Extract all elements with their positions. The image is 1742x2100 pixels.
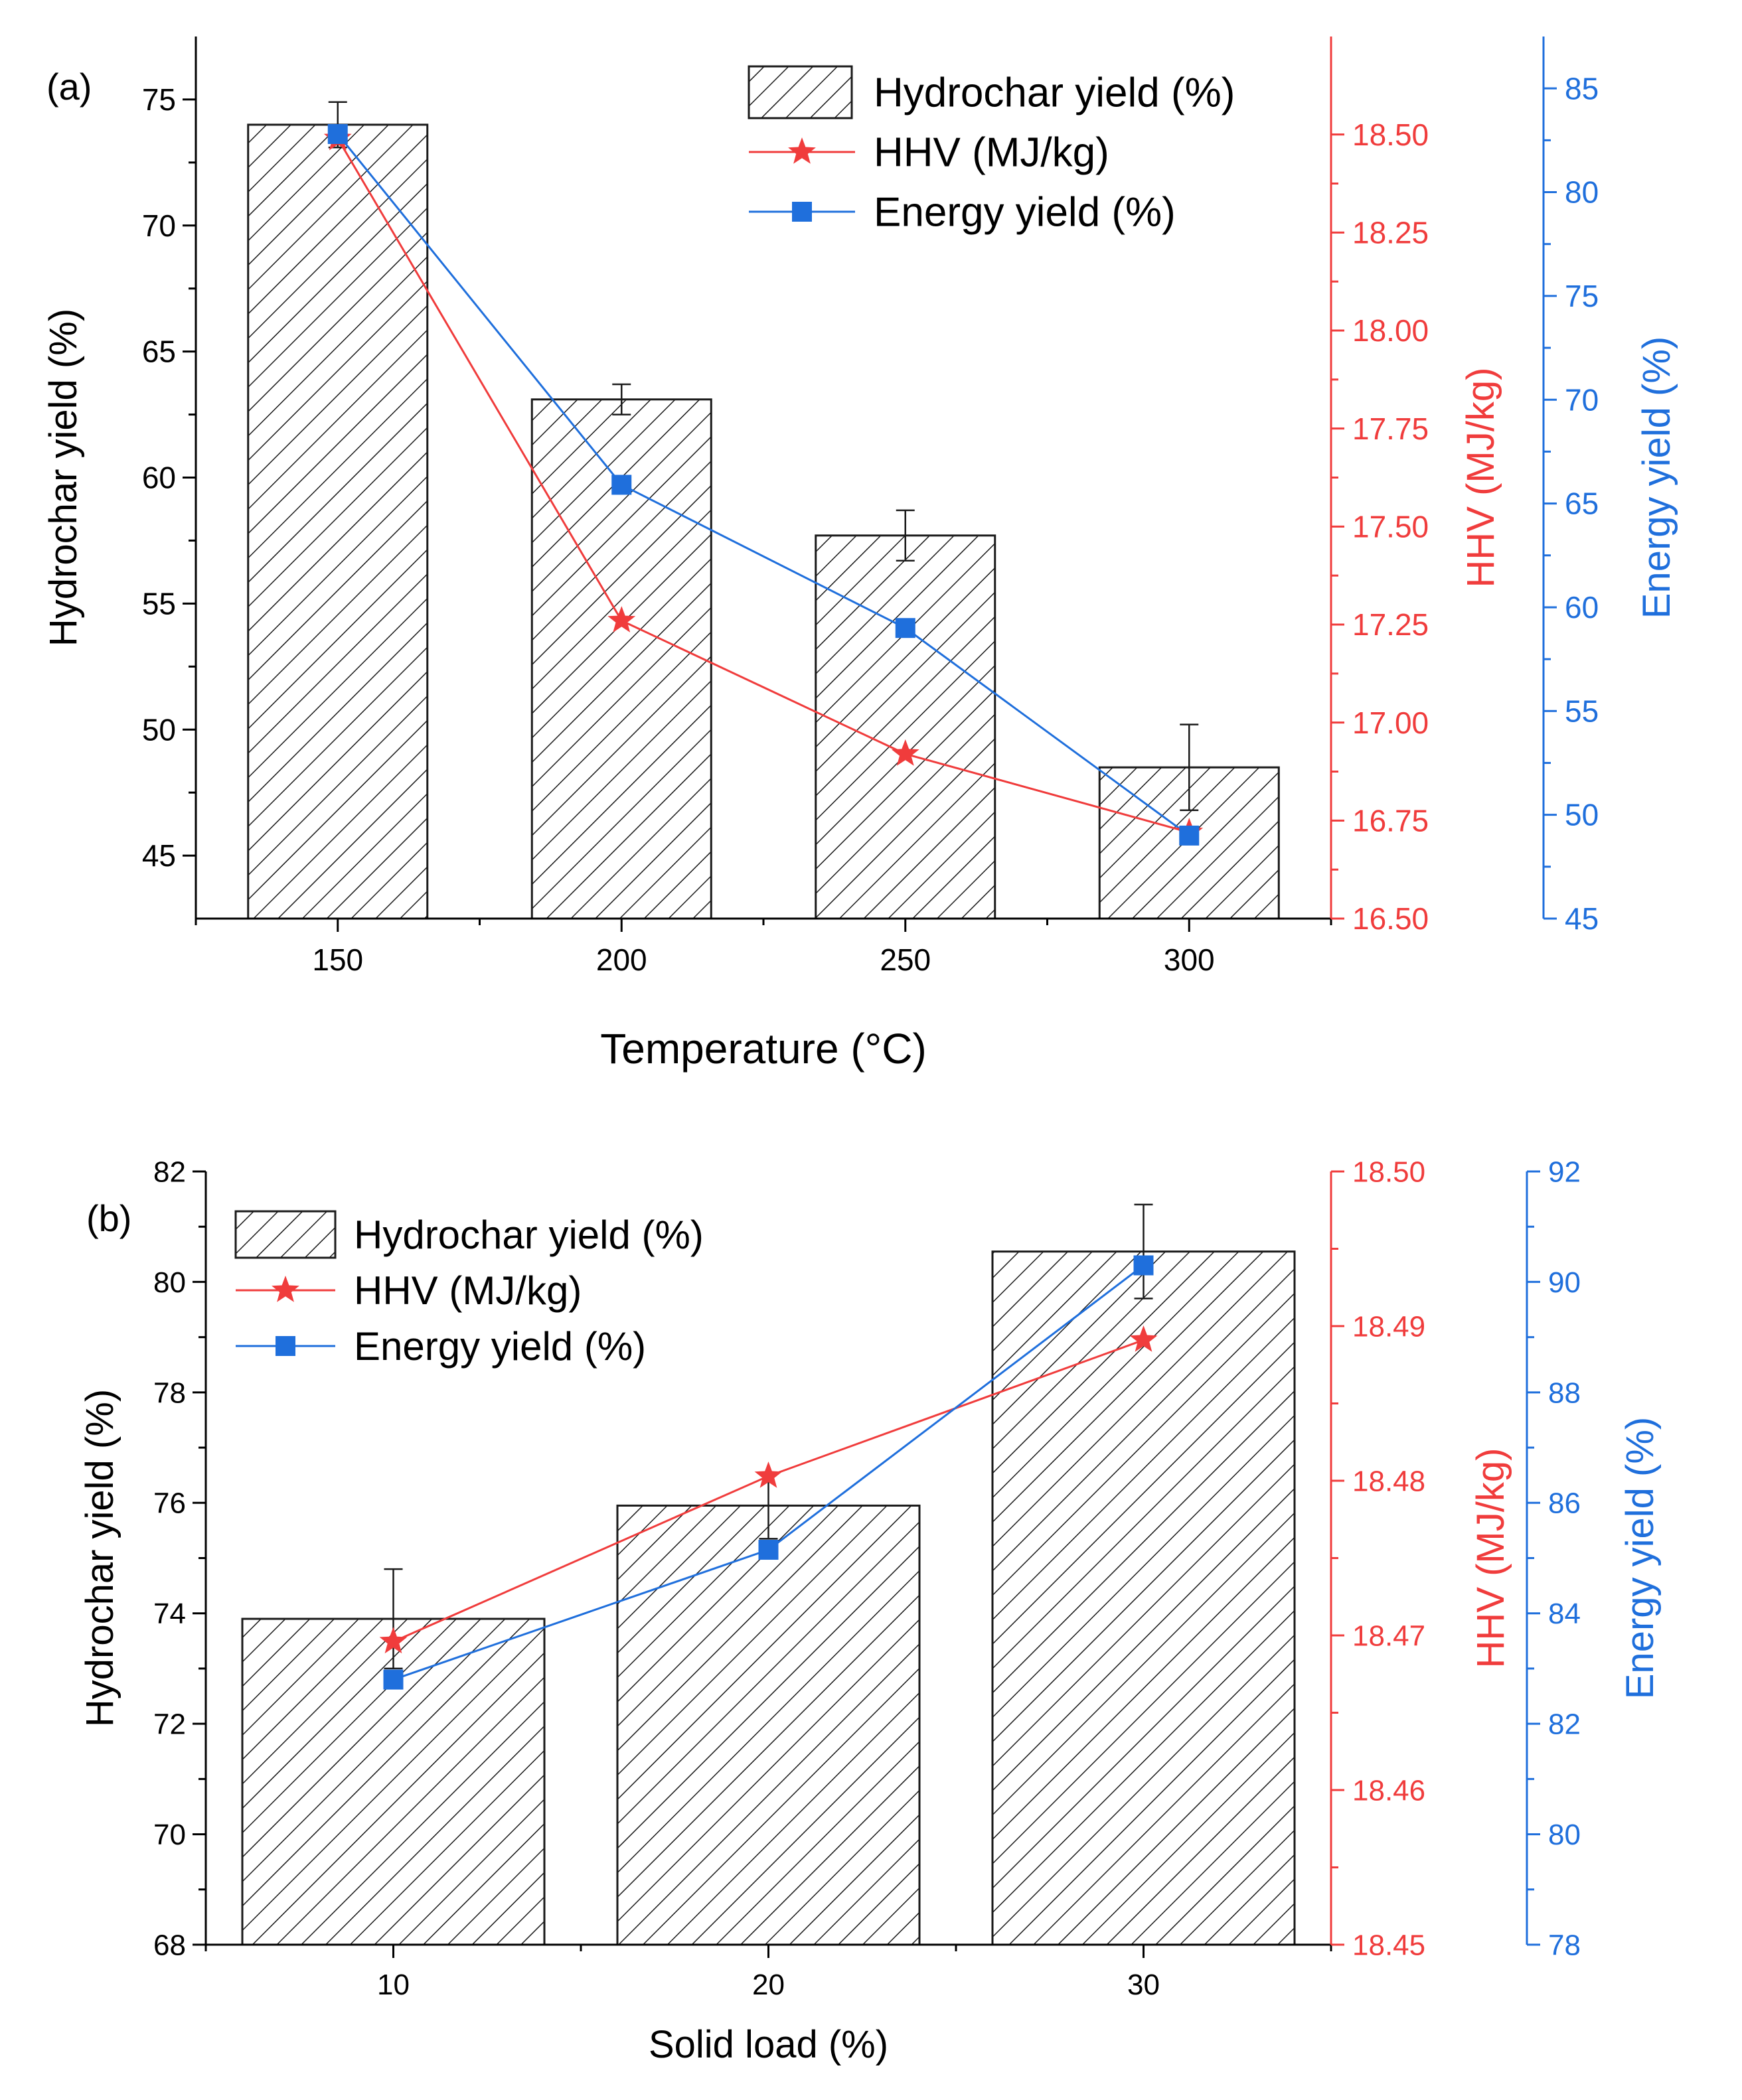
energy-axis-tick-label: 60 [1565,590,1599,625]
energy-axis-tick-label: 50 [1565,798,1599,832]
left-axis-tick-label: 70 [142,208,176,243]
hhv-axis-label: HHV (MJ/kg) [1469,1448,1512,1669]
left-axis-tick-label: 82 [153,1156,186,1188]
energy-axis-tick-label: 45 [1565,901,1599,936]
panel-a: 150 200 250 300 45 50 55 60 65 70 75 16.50 16.75 17.0… [42,37,1678,1073]
hhv-axis-tick-label: 18.48 [1352,1465,1425,1497]
panel-b: 10 20 30 68 70 72 74 76 78 80 82 18.45 18.46 18.47 18.… [78,1156,1662,2066]
left-axis-tick-label: 78 [153,1377,186,1409]
panel-label: (a) [46,66,92,108]
energy-axis-tick-label: 90 [1548,1266,1581,1299]
left-axis-tick-label: 70 [153,1819,186,1851]
energy-axis-tick-label: 75 [1565,279,1599,313]
hhv-line [337,137,1190,834]
left-axis-tick-label: 75 [142,82,176,117]
legend-energy-square-icon [792,202,812,222]
energy-axis-tick-label: 80 [1565,175,1599,210]
legend-hhv-star-icon [272,1276,299,1302]
energy-axis-tick-label: 84 [1548,1598,1581,1630]
y-axis-label: Hydrochar yield (%) [42,309,85,646]
energy-axis-tick-label: 92 [1548,1156,1581,1188]
hhv-point [1129,1325,1158,1352]
hydrochar-bar [815,534,996,920]
legend-energy-label: Energy yield (%) [354,1324,646,1369]
energy-yield-point [327,123,348,144]
legend-hhv-label: HHV (MJ/kg) [354,1268,582,1313]
energy-axis-tick-label: 85 [1565,71,1599,106]
hhv-axis-tick-label: 17.75 [1352,412,1429,446]
energy-axis-tick-label: 65 [1565,487,1599,521]
legend: Hydrochar yield (%) HHV (MJ/kg) Energy yie… [748,65,1235,236]
hhv-point [379,1627,408,1654]
x-tick-label: 20 [752,1969,785,2001]
energy-axis-tick-label: 80 [1548,1819,1581,1851]
hhv-axis-tick-label: 17.25 [1352,607,1429,642]
energy-axis-label: Energy yield (%) [1619,1417,1662,1699]
hhv-axis-tick-label: 17.00 [1352,706,1429,740]
left-axis-tick-label: 76 [153,1487,186,1520]
x-axis-label: Solid load (%) [649,2023,888,2066]
energy-yield-point [611,475,632,495]
x-axis-label: Temperature (°C) [600,1025,927,1073]
hhv-axis-tick-label: 16.75 [1352,803,1429,838]
hhv-point [891,739,919,766]
left-axis-tick-label: 45 [142,838,176,873]
x-tick-label: 10 [377,1969,410,2001]
energy-axis-tick-label: 82 [1548,1708,1581,1741]
energy-axis-tick-label: 55 [1565,694,1599,728]
hhv-axis-tick-label: 18.46 [1352,1774,1425,1807]
energy-axis-tick-label: 78 [1548,1929,1581,1961]
legend-hydrochar-label: Hydrochar yield (%) [354,1213,704,1257]
legend-hydrochar-label: Hydrochar yield (%) [874,70,1235,116]
x-tick-label: 250 [880,942,931,977]
left-axis-tick-label: 50 [142,712,176,747]
energy-axis-tick-label: 70 [1565,382,1599,417]
left-axis-tick-label: 65 [142,335,176,369]
legend: Hydrochar yield (%) HHV (MJ/kg) Energy yie… [234,1210,704,1369]
legend-hhv-star-icon [788,137,816,164]
left-axis-tick-label: 60 [142,461,176,495]
hhv-axis-tick-label: 18.47 [1352,1619,1425,1652]
left-axis-tick-label: 72 [153,1708,186,1741]
hhv-axis-tick-label: 18.50 [1352,1156,1425,1188]
hydrochar-bar [247,123,429,920]
energy-yield-point [1133,1255,1154,1276]
hhv-point [754,1462,783,1488]
x-tick-label: 300 [1164,942,1215,977]
left-axis-tick-label: 55 [142,586,176,621]
x-tick-label: 150 [312,942,363,977]
panel-label: (b) [86,1197,131,1239]
energy-yield-point [1179,825,1200,846]
legend-energy-square-icon [276,1336,295,1356]
left-axis-tick-label: 74 [153,1598,186,1630]
hhv-axis-tick-label: 17.50 [1352,509,1429,544]
legend-hhv-label: HHV (MJ/kg) [874,130,1109,176]
hydrochar-bar [616,1504,921,1946]
hhv-point [607,606,636,633]
x-tick-label: 200 [596,942,647,977]
legend-energy-label: Energy yield (%) [874,190,1176,236]
left-axis-tick-label: 68 [153,1929,186,1961]
hhv-axis-tick-label: 18.49 [1352,1310,1425,1343]
energy-yield-point [383,1669,404,1690]
energy-yield-point [895,618,915,638]
hydrochar-bar [991,1250,1296,1946]
hhv-axis-tick-label: 16.50 [1352,901,1429,936]
legend-bar-swatch [234,1210,337,1259]
hhv-axis-tick-label: 18.00 [1352,313,1429,348]
energy-yield-point [758,1540,779,1560]
hhv-axis-tick-label: 18.45 [1352,1929,1425,1961]
hhv-axis-label: HHV (MJ/kg) [1459,368,1502,588]
legend-bar-swatch [748,65,853,119]
energy-axis-tick-label: 86 [1548,1487,1581,1520]
energy-axis-label: Energy yield (%) [1635,337,1678,619]
hhv-axis-tick-label: 18.25 [1352,215,1429,250]
x-tick-label: 30 [1127,1969,1160,2001]
energy-yield-line [337,133,1190,837]
left-axis-tick-label: 80 [153,1266,186,1299]
y-axis-label: Hydrochar yield (%) [78,1389,121,1727]
hhv-axis-tick-label: 18.50 [1352,117,1429,152]
energy-axis-tick-label: 88 [1548,1377,1581,1409]
